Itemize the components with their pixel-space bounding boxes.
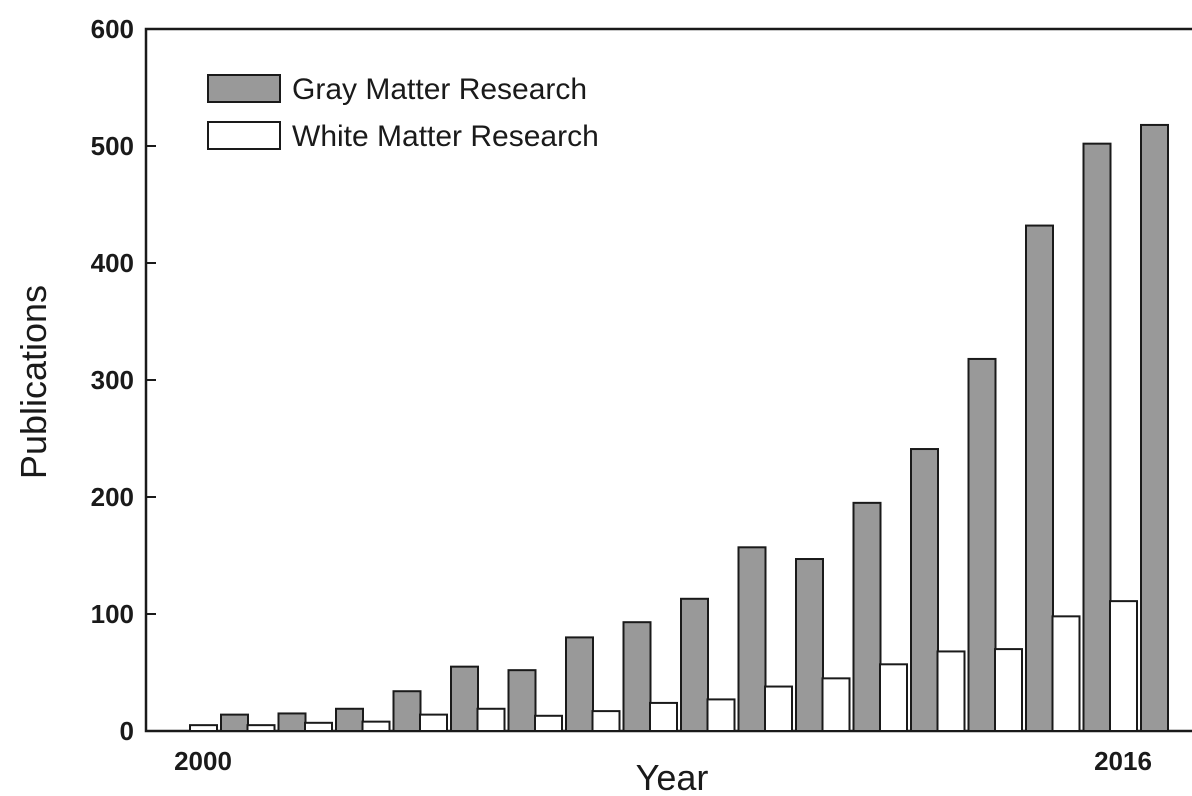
bar-gray-2001 (277, 712, 307, 733)
bar-gray-2007 (622, 621, 652, 732)
bar-gray-2000 (220, 713, 249, 732)
y-tick-label-500: 500 (91, 131, 134, 161)
y-tick-label-100: 100 (91, 599, 134, 629)
bar-white-2016 (1109, 600, 1138, 732)
bar-white-2014 (994, 648, 1023, 732)
bar-gray-2010 (795, 558, 824, 733)
bar-white-2007 (591, 710, 621, 732)
bars-group (189, 123, 1169, 733)
bar-white-2006 (534, 714, 563, 732)
bar-gray-2008 (680, 597, 709, 732)
y-tick-label-200: 200 (91, 482, 134, 512)
bar-white-2013 (936, 650, 966, 732)
bar-white-2005 (476, 707, 506, 733)
legend-swatch-gray-matter (207, 74, 281, 103)
y-ticks-group: 0 100 200 300 400 500 600 (91, 14, 156, 746)
bar-gray-2014 (1025, 224, 1054, 732)
bar-gray-2003 (392, 690, 422, 732)
legend-swatch-white-matter (207, 121, 281, 150)
bar-gray-2011 (852, 501, 882, 732)
y-tick-label-300: 300 (91, 365, 134, 395)
bar-white-2002 (304, 721, 333, 732)
bar-gray-2002 (335, 707, 364, 733)
legend-label-white-matter: White Matter Research (292, 120, 599, 153)
y-tick-label-600: 600 (91, 14, 134, 44)
x-ticks-group: 2000 2016 (174, 746, 1152, 776)
y-tick-label-400: 400 (91, 248, 134, 278)
x-tick-label-2016: 2016 (1094, 746, 1152, 776)
bar-white-2004 (419, 713, 448, 732)
bar-white-2001 (246, 724, 276, 733)
x-tick-label-2000: 2000 (174, 746, 232, 776)
bar-gray-2005 (507, 669, 537, 732)
legend: Gray Matter Research White Matter Resear… (207, 73, 599, 153)
bar-gray-2015 (1082, 142, 1112, 733)
y-tick-label-0: 0 (120, 716, 134, 746)
legend-label-gray-matter: Gray Matter Research (292, 73, 587, 106)
bar-white-2008 (649, 701, 678, 732)
y-axis-title: Publications (13, 285, 54, 479)
bar-white-2009 (706, 698, 736, 732)
x-axis-title: Year (636, 757, 709, 796)
bar-gray-2009 (737, 546, 767, 732)
bar-white-2012 (879, 663, 908, 732)
bar-gray-2012 (910, 448, 939, 732)
bar-white-2010 (764, 685, 793, 732)
bar-white-2015 (1051, 615, 1081, 733)
bar-white-2000 (189, 724, 218, 733)
bar-gray-2006 (565, 636, 594, 733)
bar-gray-2016 (1140, 123, 1169, 732)
bar-white-2003 (361, 720, 391, 733)
bar-gray-2013 (967, 357, 997, 732)
bar-white-2011 (821, 677, 851, 732)
bar-gray-2004 (450, 665, 479, 733)
